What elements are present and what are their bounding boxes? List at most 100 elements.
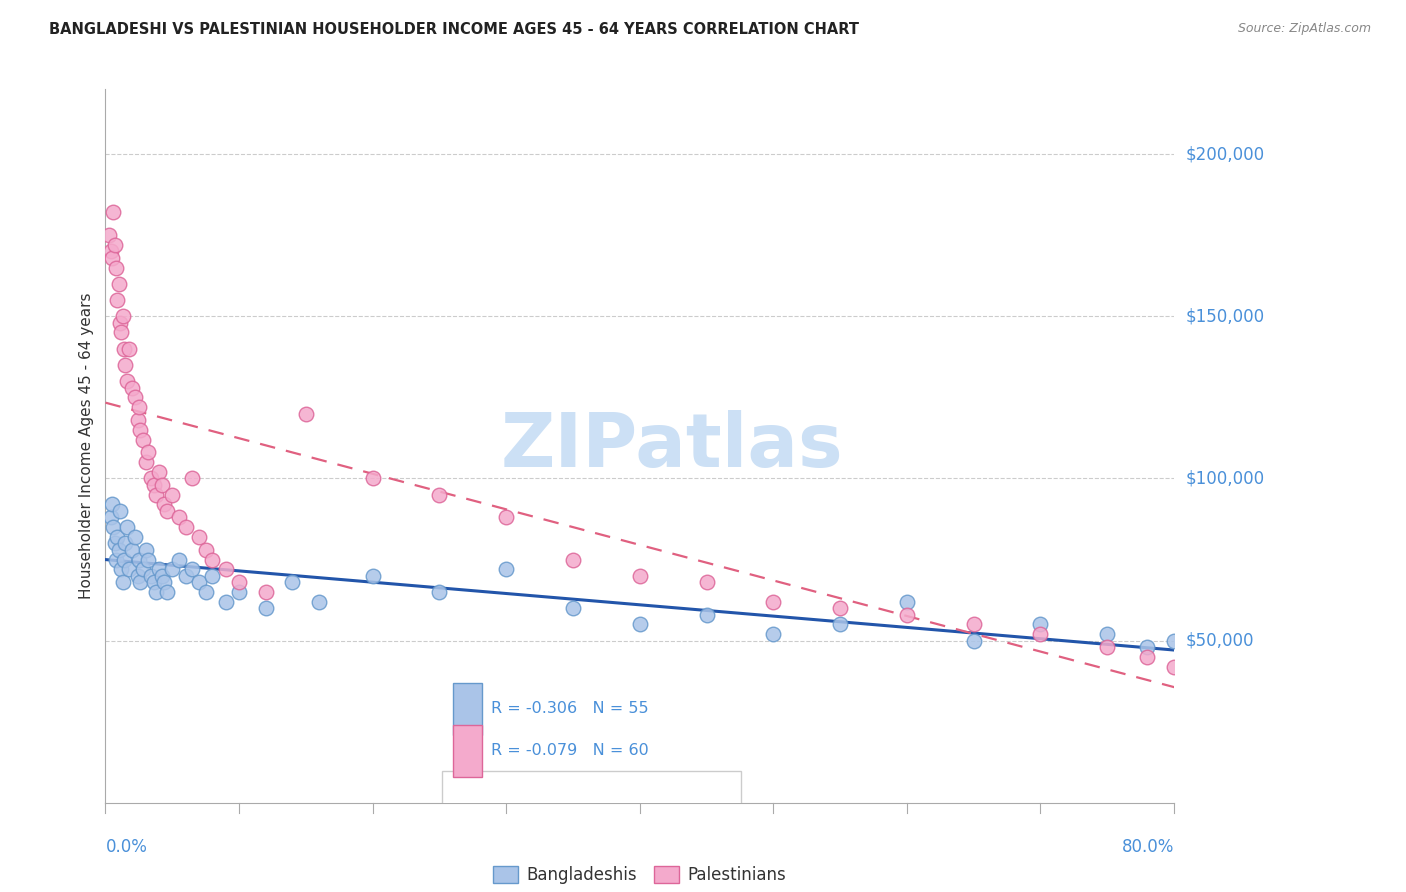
- Point: [128, 552, 150, 566]
- Point: [121, 381, 143, 395]
- Text: Source: ZipAtlas.com: Source: ZipAtlas.com: [1237, 22, 1371, 36]
- Point: [150, 478, 173, 492]
- Point: [254, 585, 277, 599]
- Point: [228, 575, 250, 590]
- Point: [194, 585, 217, 599]
- Point: [830, 617, 852, 632]
- Point: [148, 465, 170, 479]
- Point: [135, 542, 156, 557]
- Point: [128, 400, 150, 414]
- Text: $150,000: $150,000: [1185, 307, 1264, 326]
- Point: [696, 575, 718, 590]
- Point: [1296, 705, 1319, 719]
- Point: [101, 497, 124, 511]
- Point: [495, 510, 517, 524]
- Point: [361, 471, 384, 485]
- Point: [1097, 640, 1119, 654]
- Point: [308, 595, 330, 609]
- Point: [108, 504, 131, 518]
- Point: [896, 607, 918, 622]
- Point: [103, 205, 125, 219]
- Text: $100,000: $100,000: [1185, 469, 1264, 487]
- Point: [145, 488, 167, 502]
- Point: [148, 562, 170, 576]
- Point: [132, 562, 155, 576]
- Point: [188, 530, 211, 544]
- Point: [127, 568, 149, 582]
- Point: [162, 562, 183, 576]
- Point: [100, 244, 122, 259]
- Point: [181, 562, 204, 576]
- Point: [1097, 627, 1119, 641]
- Point: [1189, 666, 1212, 681]
- Point: [561, 552, 585, 566]
- Point: [830, 601, 852, 615]
- Point: [194, 542, 217, 557]
- Point: [108, 542, 129, 557]
- Point: [150, 568, 173, 582]
- Point: [118, 562, 141, 576]
- Point: [115, 520, 138, 534]
- Point: [153, 497, 176, 511]
- Point: [167, 552, 190, 566]
- Point: [1163, 659, 1185, 673]
- Point: [1163, 633, 1185, 648]
- Point: [111, 575, 134, 590]
- Point: [201, 568, 224, 582]
- Point: [427, 585, 450, 599]
- Point: [201, 552, 224, 566]
- Point: [228, 585, 250, 599]
- Point: [628, 617, 651, 632]
- Point: [135, 455, 156, 469]
- Text: R = -0.079   N = 60: R = -0.079 N = 60: [492, 743, 650, 758]
- Point: [188, 575, 211, 590]
- Point: [153, 575, 176, 590]
- Bar: [441, 771, 741, 863]
- Point: [1216, 673, 1239, 687]
- Point: [104, 238, 127, 252]
- Y-axis label: Householder Income Ages 45 - 64 years: Householder Income Ages 45 - 64 years: [79, 293, 94, 599]
- Point: [1270, 692, 1292, 706]
- Point: [214, 562, 236, 576]
- Point: [101, 251, 124, 265]
- Point: [129, 575, 152, 590]
- Text: 0.0%: 0.0%: [105, 838, 148, 856]
- Point: [105, 260, 128, 275]
- Point: [762, 627, 785, 641]
- Point: [107, 293, 129, 307]
- Point: [127, 413, 149, 427]
- Point: [136, 445, 159, 459]
- Text: R = -0.306   N = 55: R = -0.306 N = 55: [492, 701, 650, 716]
- Point: [962, 633, 984, 648]
- Point: [139, 568, 162, 582]
- Point: [174, 520, 197, 534]
- Point: [1136, 649, 1159, 664]
- Point: [294, 407, 316, 421]
- Text: ZIPatlas: ZIPatlas: [501, 409, 844, 483]
- Point: [181, 471, 204, 485]
- Point: [254, 601, 277, 615]
- Point: [1136, 640, 1159, 654]
- Point: [561, 601, 585, 615]
- Point: [112, 552, 135, 566]
- Point: [100, 510, 122, 524]
- Legend: Bangladeshis, Palestinians: Bangladeshis, Palestinians: [486, 859, 793, 891]
- Point: [896, 595, 918, 609]
- Point: [129, 423, 152, 437]
- Text: 80.0%: 80.0%: [1122, 838, 1174, 856]
- Point: [167, 510, 190, 524]
- Point: [495, 562, 517, 576]
- Bar: [453, 682, 482, 735]
- Point: [114, 536, 136, 550]
- Point: [156, 585, 179, 599]
- Point: [98, 228, 121, 243]
- Point: [628, 568, 651, 582]
- Point: [1029, 617, 1052, 632]
- Text: $200,000: $200,000: [1185, 145, 1264, 163]
- Point: [114, 358, 136, 372]
- Point: [427, 488, 450, 502]
- Point: [142, 478, 165, 492]
- Point: [110, 562, 132, 576]
- Point: [121, 542, 143, 557]
- Point: [174, 568, 197, 582]
